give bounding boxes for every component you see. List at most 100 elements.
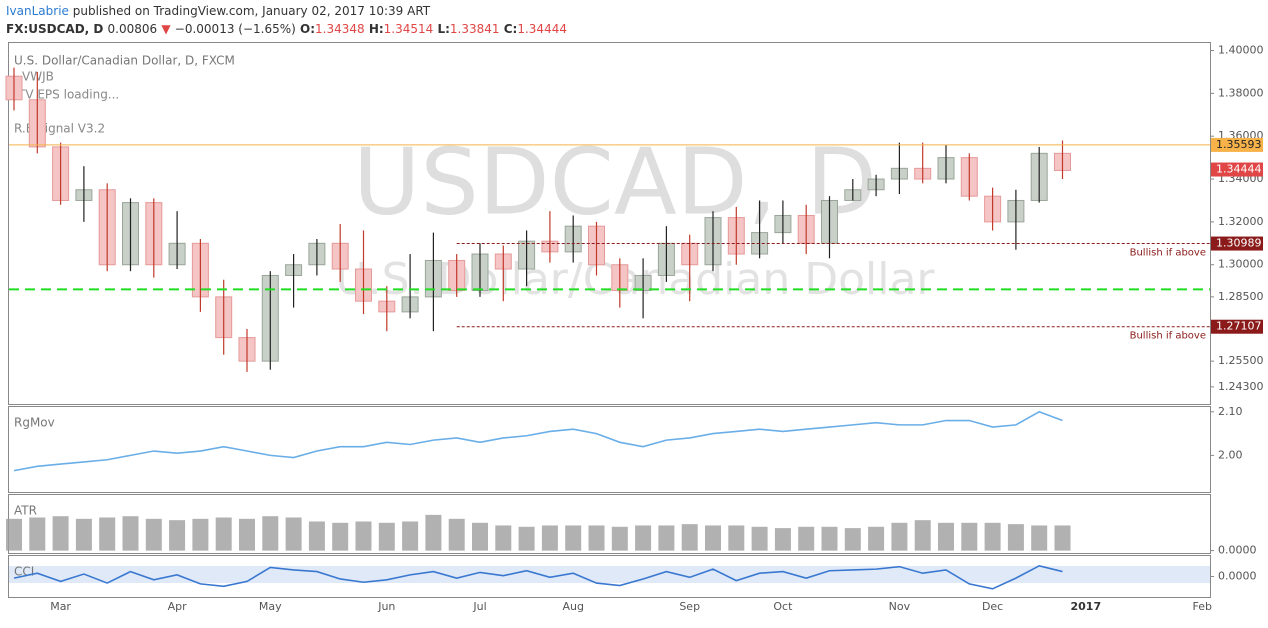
bar — [52, 516, 69, 551]
x-tick-label: Jul — [472, 600, 486, 613]
bar — [798, 526, 815, 551]
bar — [588, 525, 605, 551]
author[interactable]: IvanLabrie — [6, 4, 69, 18]
bar — [75, 518, 92, 551]
y-tick-label: 1.30000 — [1218, 258, 1264, 271]
price-label-bg — [1211, 137, 1263, 152]
bar — [868, 526, 885, 551]
bar — [495, 525, 512, 551]
bar — [705, 525, 721, 551]
symbol: FX:USDCAD, D — [6, 22, 103, 36]
x-tick-label: Jun — [377, 600, 395, 613]
o-label: O: — [300, 22, 315, 36]
bar — [821, 526, 838, 551]
bar — [192, 518, 209, 551]
panel-title: RgMov — [14, 416, 55, 430]
price: 0.00806 — [108, 22, 158, 36]
price-label: 1.35593 — [1216, 138, 1262, 151]
bar — [984, 522, 1001, 551]
legend-indicator: TV EPS loading... — [17, 88, 119, 102]
bar — [541, 525, 558, 551]
bar — [355, 521, 372, 551]
y-tick-label: 2.10 — [1218, 405, 1243, 418]
o: 1.34348 — [315, 22, 365, 36]
published: published on TradingView.com, January 02… — [73, 4, 431, 18]
bar — [891, 522, 908, 551]
series-line — [13, 410, 1063, 472]
bar — [169, 520, 186, 551]
level-note: Bullish if above — [1130, 331, 1206, 342]
x-tick-label: Mar — [50, 600, 71, 613]
c: 1.34444 — [517, 22, 567, 36]
y-tick-label: 1.25500 — [1218, 354, 1264, 367]
bar — [6, 518, 22, 551]
bar — [332, 522, 349, 551]
arrow: ▼ — [161, 22, 171, 36]
bar — [262, 516, 279, 551]
y-tick-label: 1.24300 — [1218, 380, 1264, 393]
price-label: 1.27107 — [1216, 320, 1262, 333]
y-tick-label: 1.32000 — [1218, 215, 1264, 228]
bar — [378, 522, 395, 551]
x-tick-label: Aug — [562, 600, 583, 613]
h-label: H: — [369, 22, 384, 36]
bar — [308, 521, 325, 551]
bar — [472, 522, 488, 551]
x-tick-label: Feb — [1193, 600, 1212, 613]
bar — [914, 520, 931, 551]
bar — [1031, 525, 1048, 551]
bar — [215, 517, 232, 551]
price-label-bg — [1211, 236, 1263, 251]
bar — [961, 522, 978, 551]
bar — [402, 521, 419, 551]
y-tick-label: 0.0000 — [1218, 570, 1257, 583]
bar — [29, 517, 46, 551]
rgmov-frame — [8, 406, 1211, 493]
bar — [658, 525, 675, 551]
x-tick-label: Nov — [889, 600, 911, 613]
bar — [728, 525, 745, 551]
bar — [844, 528, 861, 551]
l: 1.33841 — [450, 22, 500, 36]
bar — [938, 522, 954, 551]
header-line: IvanLabrie published on TradingView.com,… — [6, 4, 431, 18]
c-label: C: — [504, 22, 518, 36]
last-price-label: 1.34444 — [1216, 163, 1262, 176]
bar — [448, 518, 465, 551]
bar — [285, 517, 302, 551]
bar — [1007, 524, 1024, 551]
bar — [565, 525, 582, 551]
x-tick-label: Apr — [168, 600, 188, 613]
bar — [611, 526, 628, 551]
price-frame — [8, 42, 1211, 405]
bar — [1054, 525, 1071, 551]
y-tick-label: 1.28500 — [1218, 290, 1264, 303]
y-tick-label: 1.40000 — [1218, 43, 1264, 56]
last-price-bg — [1211, 162, 1263, 177]
l-label: L: — [437, 22, 449, 36]
price-label: 1.30989 — [1216, 237, 1262, 250]
plot-layer: 1.400001.380001.360001.340001.320001.300… — [5, 43, 1264, 613]
change: −0.00013 (−1.65%) — [175, 22, 296, 36]
bar — [122, 516, 139, 551]
header: IvanLabrie published on TradingView.com,… — [6, 4, 567, 36]
bar — [774, 528, 791, 551]
bar — [99, 517, 116, 551]
series-line — [13, 564, 1063, 590]
level-note: Bullish if above — [1130, 248, 1206, 259]
bar — [751, 526, 768, 551]
symbol-line: FX:USDCAD, D 0.00806 ▼ −0.00013 (−1.65%)… — [6, 22, 567, 36]
bar — [635, 525, 652, 551]
bar — [518, 526, 535, 551]
price-label-bg — [1211, 319, 1263, 334]
x-tick-label: 2017 — [1070, 600, 1101, 613]
bar — [425, 514, 442, 551]
legend-indicator: VWJB — [22, 70, 54, 84]
panel-title: ATR — [14, 504, 37, 518]
x-tick-label: Oct — [773, 600, 793, 613]
cci-band — [9, 566, 1210, 583]
bar — [239, 518, 255, 551]
